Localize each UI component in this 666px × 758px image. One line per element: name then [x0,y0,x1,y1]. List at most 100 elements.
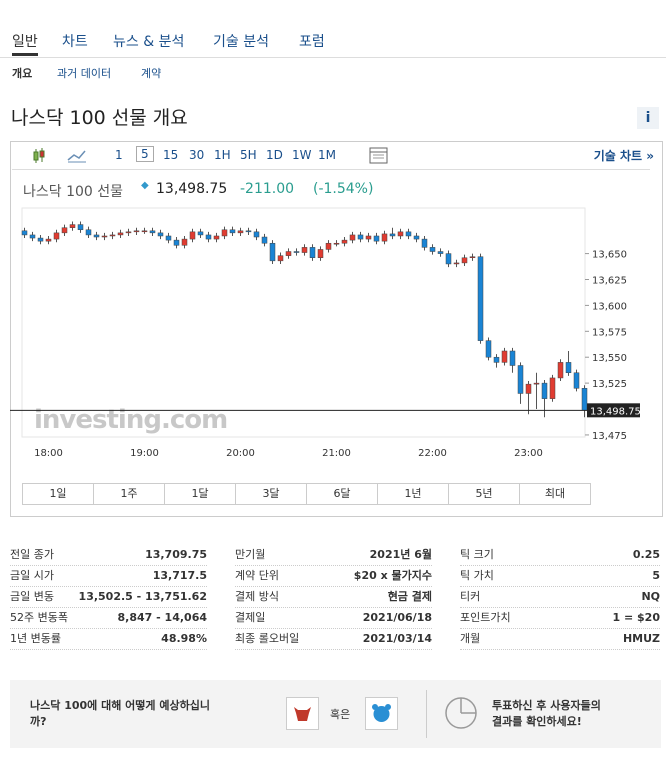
candle-body [477,256,484,341]
interval[interactable]: 1M [318,148,336,162]
stat-row: 계약 단위 $20 x 물가지수 [235,566,432,587]
stat-label: 개월 [460,632,481,645]
interval[interactable]: 1 [115,148,123,162]
candle-body [357,234,364,240]
stat-row: 전일 종가 13,709.75 [10,545,207,566]
subtab[interactable]: 과거 데이터 [57,67,112,80]
interval[interactable]: 30 [189,148,205,162]
candle-body [349,234,356,241]
tab[interactable]: 차트 [62,34,88,50]
poll-line: 투표하신 후 사용자들의 [492,699,601,712]
x-tick-label: 22:00 [418,448,447,459]
tab[interactable]: 일반 [12,31,38,56]
candle-body [405,231,412,237]
interval[interactable]: 15 [163,148,179,162]
poll-question: 나스닥 100에 대해 어떻게 예상하십니 까? [30,698,210,730]
tab[interactable]: 뉴스 & 분석 [113,34,185,50]
range-button[interactable]: 최대 [519,483,591,505]
stat-label: 결제 방식 [235,590,279,603]
range-button[interactable]: 3달 [235,483,307,505]
candle-body [45,238,52,242]
bull-button[interactable] [286,697,319,730]
candle-body [261,236,268,244]
range-button[interactable]: 1년 [377,483,449,505]
candle-body [109,234,116,237]
candle-body [213,235,220,240]
candle-body [501,350,508,363]
candle-body [61,227,68,234]
range-button[interactable]: 1주 [93,483,165,505]
candle-body [573,372,580,389]
stat-label: 만기월 [235,548,266,561]
table-icon[interactable] [368,146,390,166]
poll-line: 결과를 확인하세요! [492,715,582,728]
tab[interactable]: 기술 분석 [213,34,269,50]
candle-body [293,251,300,253]
interval[interactable]: 1H [214,148,231,162]
stat-row: 52주 변동폭 8,847 - 14,064 [10,608,207,629]
stat-row: 금일 시가 13,717.5 [10,566,207,587]
stat-value: HMUZ [622,632,660,645]
stat-label: 금일 변동 [10,590,54,603]
stat-row: 1년 변동률 48.98% [10,629,207,650]
poll-line: 까? [30,715,47,728]
tab[interactable]: 포럼 [299,34,325,50]
range-button[interactable]: 1달 [164,483,236,505]
candle-body [21,230,28,236]
stat-value: 13,717.5 [152,569,207,582]
range-button[interactable]: 1일 [22,483,94,505]
last-price-box [587,403,640,418]
stat-value: $20 x 물가지수 [353,569,432,582]
interval[interactable]: 1W [292,148,312,162]
x-tick-label: 23:00 [514,448,543,459]
candle-body [365,235,372,240]
subtab[interactable]: 계약 [141,67,162,80]
divider [0,57,666,58]
tech-chart-link[interactable]: 기술 차트 » [593,149,654,163]
candle-body [429,247,436,252]
candle-body [133,230,140,233]
candle-body [53,232,60,240]
stat-value: 2021/03/14 [362,632,432,645]
stat-label: 최종 롤오버일 [235,632,300,645]
candle-body [165,235,172,241]
stat-label: 티커 [460,590,481,603]
stat-value: NQ [641,590,660,603]
stat-value: 13,502.5 - 13,751.62 [78,590,207,603]
interval[interactable]: 5 [136,146,154,162]
candle-body [205,234,212,240]
candle-body [125,231,132,234]
info-button[interactable]: i [637,107,659,129]
stat-label: 금일 시가 [10,569,54,582]
chart-type-icons[interactable] [32,146,92,166]
interval[interactable]: 5H [240,148,257,162]
candle-body [37,237,44,242]
quote-change-pct: (-1.54%) [313,181,374,197]
chart-box [10,141,663,517]
x-tick-label: 21:00 [322,448,351,459]
candle-body [517,365,524,394]
last-price-label: 13,498.75 [590,406,641,417]
stat-value: 13,709.75 [145,548,207,561]
stat-value: 5 [652,569,660,582]
x-tick-label: 19:00 [130,448,159,459]
subtab[interactable]: 개요 [12,67,33,80]
range-button[interactable]: 6달 [306,483,378,505]
candle-body [493,356,500,363]
candle-body [485,340,492,358]
range-button[interactable]: 5년 [448,483,520,505]
page-title: 나스닥 100 선물 개요 [11,107,188,129]
candle-body [301,247,308,253]
interval[interactable]: 1D [266,148,283,162]
stat-value: 2021/06/18 [362,611,432,624]
poll-box [10,680,661,748]
candle-body [509,350,516,366]
candle-body [325,242,332,250]
candle-body [85,229,92,236]
candle-body [189,231,196,240]
bear-button[interactable] [365,697,398,730]
x-tick-label: 20:00 [226,448,255,459]
candle-body [581,388,588,411]
y-tick-label: 13,475 [592,431,627,442]
